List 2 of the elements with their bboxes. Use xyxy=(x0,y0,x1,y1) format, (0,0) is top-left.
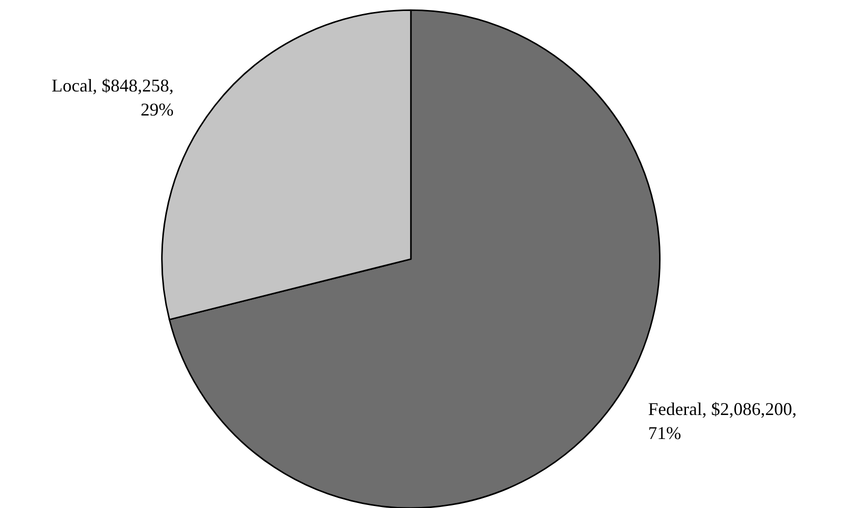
slice-label: Local, $848,258, 29% xyxy=(52,75,174,120)
slice-label: Federal, $2,086,200, 71% xyxy=(648,398,797,443)
